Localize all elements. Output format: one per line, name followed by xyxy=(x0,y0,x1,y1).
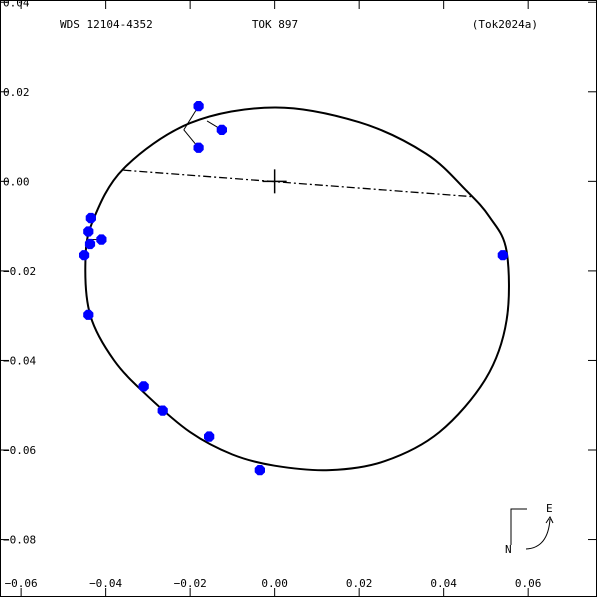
primary-star-marker xyxy=(262,169,287,194)
compass-arrow xyxy=(525,518,551,550)
y-tick-label: 0.02 xyxy=(3,86,30,99)
observation-point xyxy=(216,124,227,135)
y-tick-label: −0.08 xyxy=(3,534,36,547)
observation-point xyxy=(204,431,215,442)
wds-identifier: WDS 12104-4352 xyxy=(60,18,153,31)
observation-point xyxy=(193,142,204,153)
observation-point xyxy=(157,405,168,416)
axis-tick-labels: −0.06 −0.04 −0.02 0.00 0.02 0.04 0.06 0.04 0.02 0… xyxy=(3,0,541,590)
x-tick-label: 0.02 xyxy=(346,577,373,590)
observation-point xyxy=(85,212,96,224)
observation-point xyxy=(83,226,94,237)
x-tick-label: 0.06 xyxy=(515,577,542,590)
observation-point xyxy=(497,250,508,261)
compass-east-label: E xyxy=(546,502,553,515)
line-of-nodes xyxy=(123,169,472,198)
x-tick-label: −0.04 xyxy=(89,577,122,590)
chart-title: TOK 897 xyxy=(252,18,298,31)
y-tick-label: −0.02 xyxy=(3,265,36,278)
x-tick-label: 0.04 xyxy=(430,577,457,590)
compass-north-label: N xyxy=(505,543,512,556)
y-tick-label: −0.04 xyxy=(3,354,36,367)
observation-point xyxy=(96,234,107,245)
observation-point xyxy=(79,250,90,261)
reference-code: (Tok2024a) xyxy=(472,18,538,31)
y-tick-label: 0.04 xyxy=(3,0,30,9)
compass-rose: E N xyxy=(505,502,554,556)
observation-point xyxy=(138,381,149,392)
orbit-ellipse xyxy=(84,106,510,472)
y-tick-label: −0.06 xyxy=(3,444,36,457)
x-tick-label: 0.00 xyxy=(261,577,288,590)
arrow-head-icon xyxy=(545,516,554,524)
observation-point xyxy=(84,238,96,250)
compass-axes xyxy=(510,508,527,545)
observation-points xyxy=(79,101,508,476)
observation-point xyxy=(83,309,94,320)
observation-point xyxy=(254,465,265,476)
y-tick-label: 0.00 xyxy=(3,175,30,188)
x-tick-label: −0.02 xyxy=(174,577,207,590)
x-tick-label: −0.06 xyxy=(5,577,38,590)
observation-point xyxy=(193,101,204,112)
